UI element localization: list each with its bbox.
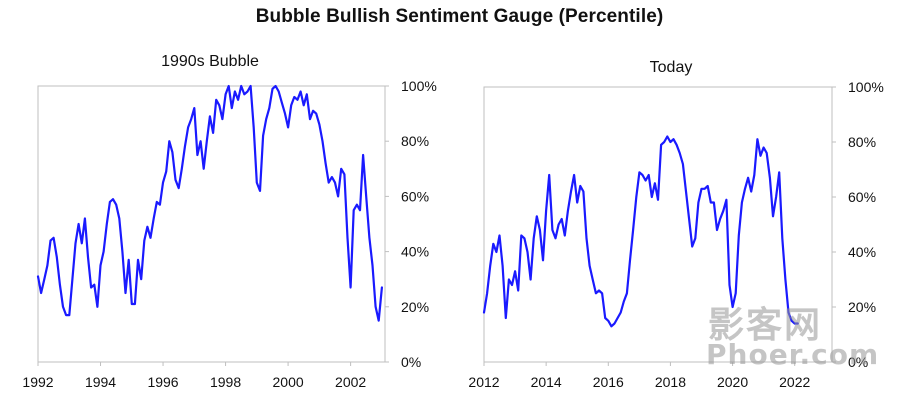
x-tick-label: 2016 (593, 374, 624, 390)
x-tick-label: 1992 (22, 374, 53, 390)
y-tick-label: 40% (401, 244, 429, 260)
y-tick-label: 80% (848, 134, 876, 150)
panel-title: Today (650, 59, 693, 76)
y-tick-label: 80% (401, 133, 429, 149)
series-line (482, 135, 799, 328)
plot-frame (483, 86, 833, 363)
plot-frame (37, 85, 386, 363)
x-tick-label: 1994 (85, 374, 116, 390)
x-tick-label: 2012 (468, 374, 499, 390)
series-line (36, 84, 383, 322)
y-tick-label: 0% (401, 354, 421, 370)
y-tick-label: 60% (848, 189, 876, 205)
panel-today: Today 0% 20% 40% 60% 80% 100% 2012 2014 2016 2018 2… (468, 59, 883, 390)
y-tick-label: 100% (848, 79, 884, 95)
x-tick-label: 1998 (210, 374, 241, 390)
x-tick-label: 2018 (655, 374, 686, 390)
panel-1990s-bubble: 1990s Bubble 0% 20% 40% 60% 80% 100% 1992 1994 19… (22, 53, 436, 390)
y-tick-label: 60% (401, 188, 429, 204)
y-tick-label: 0% (848, 354, 868, 370)
x-tick-label: 2000 (273, 374, 304, 390)
y-tick-label: 20% (848, 299, 876, 315)
x-tick-label: 1996 (147, 374, 178, 390)
x-tick-label: 2022 (779, 374, 810, 390)
x-tick-label: 2020 (717, 374, 748, 390)
x-tick-label: 2002 (335, 374, 366, 390)
panel-title: 1990s Bubble (161, 53, 259, 70)
y-tick-label: 20% (401, 299, 429, 315)
x-tick-label: 2014 (531, 374, 562, 390)
chart-main-title: Bubble Bullish Sentiment Gauge (Percenti… (255, 6, 664, 27)
y-tick-label: 40% (848, 244, 876, 260)
y-tick-label: 100% (401, 78, 437, 94)
